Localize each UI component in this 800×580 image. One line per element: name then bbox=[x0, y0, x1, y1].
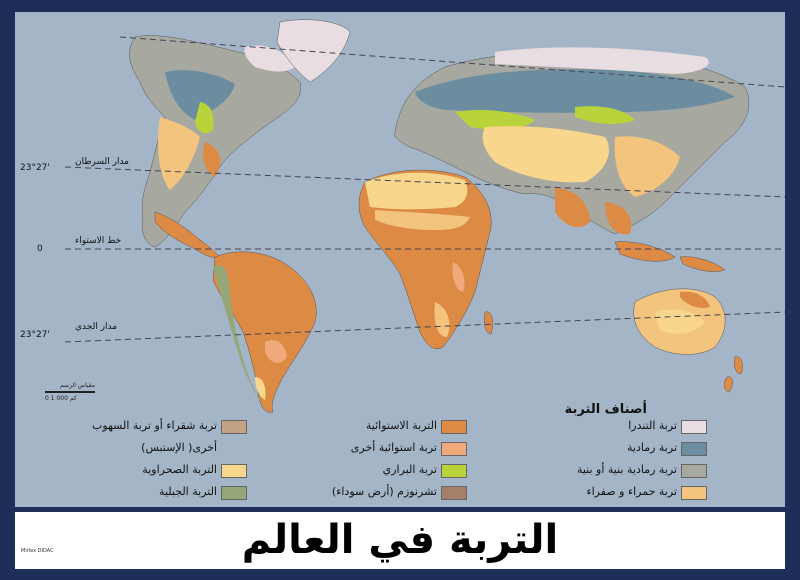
tropic-of-capricorn-label: مدار الجدي bbox=[75, 322, 118, 332]
legend-label: تربة رمادية بنية أو بنية bbox=[576, 463, 677, 476]
legend-label: تربة رمادية bbox=[627, 441, 677, 454]
south-america bbox=[212, 251, 317, 413]
publisher-credit: Mirlex DIDAC bbox=[21, 548, 54, 554]
greenland bbox=[276, 19, 351, 83]
legend-swatch bbox=[441, 420, 467, 434]
legend-title: أصناف التربة bbox=[564, 402, 647, 417]
title-bar: التربة في العالم Mirlex DIDAC bbox=[15, 512, 785, 569]
legend-label: تربة التندرا bbox=[628, 419, 677, 432]
scale-values: 0 1 000 كم bbox=[45, 395, 77, 402]
legend-swatch bbox=[681, 442, 707, 456]
legend-item: تربة شقراء أو تربة السهوب bbox=[15, 418, 785, 434]
legend-item: أخرى( الإستبس) bbox=[15, 440, 785, 456]
arctic-circle-line bbox=[119, 36, 785, 88]
map-title: التربة في العالم bbox=[241, 517, 559, 563]
legend-item: تشرنوزم (أرض سوداء) bbox=[15, 484, 785, 500]
tropic-of-cancer-degree: 23°27' bbox=[20, 163, 50, 173]
legend-item: التربة الاستوائية bbox=[15, 418, 785, 434]
tropic-of-cancer-label: مدار السرطان bbox=[75, 157, 130, 167]
legend-item: التربة الصحراوية bbox=[15, 462, 785, 478]
legend-label: تربة استوائية أخرى bbox=[350, 441, 437, 454]
legend-item: تربة رمادية بنية أو بنية bbox=[15, 462, 785, 478]
legend-item: التربة الجبلية bbox=[15, 484, 785, 500]
legend-label: التربة الجبلية bbox=[159, 485, 217, 498]
legend-item: تربة البراري bbox=[15, 462, 785, 478]
equator-degree: 0 bbox=[37, 244, 43, 254]
legend-label: التربة الاستوائية bbox=[365, 419, 437, 432]
legend-swatch bbox=[681, 420, 707, 434]
map-scale: مقياس الرسم 0 1 000 كم bbox=[45, 382, 95, 402]
legend-swatch bbox=[441, 486, 467, 500]
tropic-of-capricorn-line bbox=[64, 311, 785, 343]
world-soil-map: مدار السرطان 23°27' خط الاستواء 0 مدار ا… bbox=[15, 12, 785, 507]
legend-swatch bbox=[441, 464, 467, 478]
legend-swatch bbox=[221, 464, 247, 478]
scale-label: مقياس الرسم bbox=[60, 382, 95, 389]
map-graphic bbox=[64, 19, 785, 413]
legend-swatch bbox=[221, 486, 247, 500]
legend-label: تربة شقراء أو تربة السهوب bbox=[92, 419, 217, 432]
legend-label: التربة الصحراوية bbox=[142, 463, 217, 476]
legend-label: تربة البراري bbox=[382, 463, 437, 476]
scale-bar bbox=[45, 391, 95, 393]
legend-swatch bbox=[681, 464, 707, 478]
tropic-of-capricorn-degree: 23°27' bbox=[20, 330, 50, 340]
legend-label: تربة حمراء و صفراء bbox=[586, 485, 677, 498]
legend-label: تشرنوزم (أرض سوداء) bbox=[331, 485, 437, 498]
equator-label: خط الاستواء bbox=[75, 236, 122, 246]
legend-item: تربة حمراء و صفراء bbox=[15, 484, 785, 500]
tropic-of-cancer-line bbox=[64, 166, 785, 198]
legend-swatch bbox=[681, 486, 707, 500]
legend-item: تربة التندرا bbox=[15, 418, 785, 434]
legend-item: تربة استوائية أخرى bbox=[15, 440, 785, 456]
legend-swatch bbox=[441, 442, 467, 456]
legend-item: تربة رمادية bbox=[15, 440, 785, 456]
legend-label: أخرى( الإستبس) bbox=[141, 441, 217, 454]
legend-swatch bbox=[221, 420, 247, 434]
